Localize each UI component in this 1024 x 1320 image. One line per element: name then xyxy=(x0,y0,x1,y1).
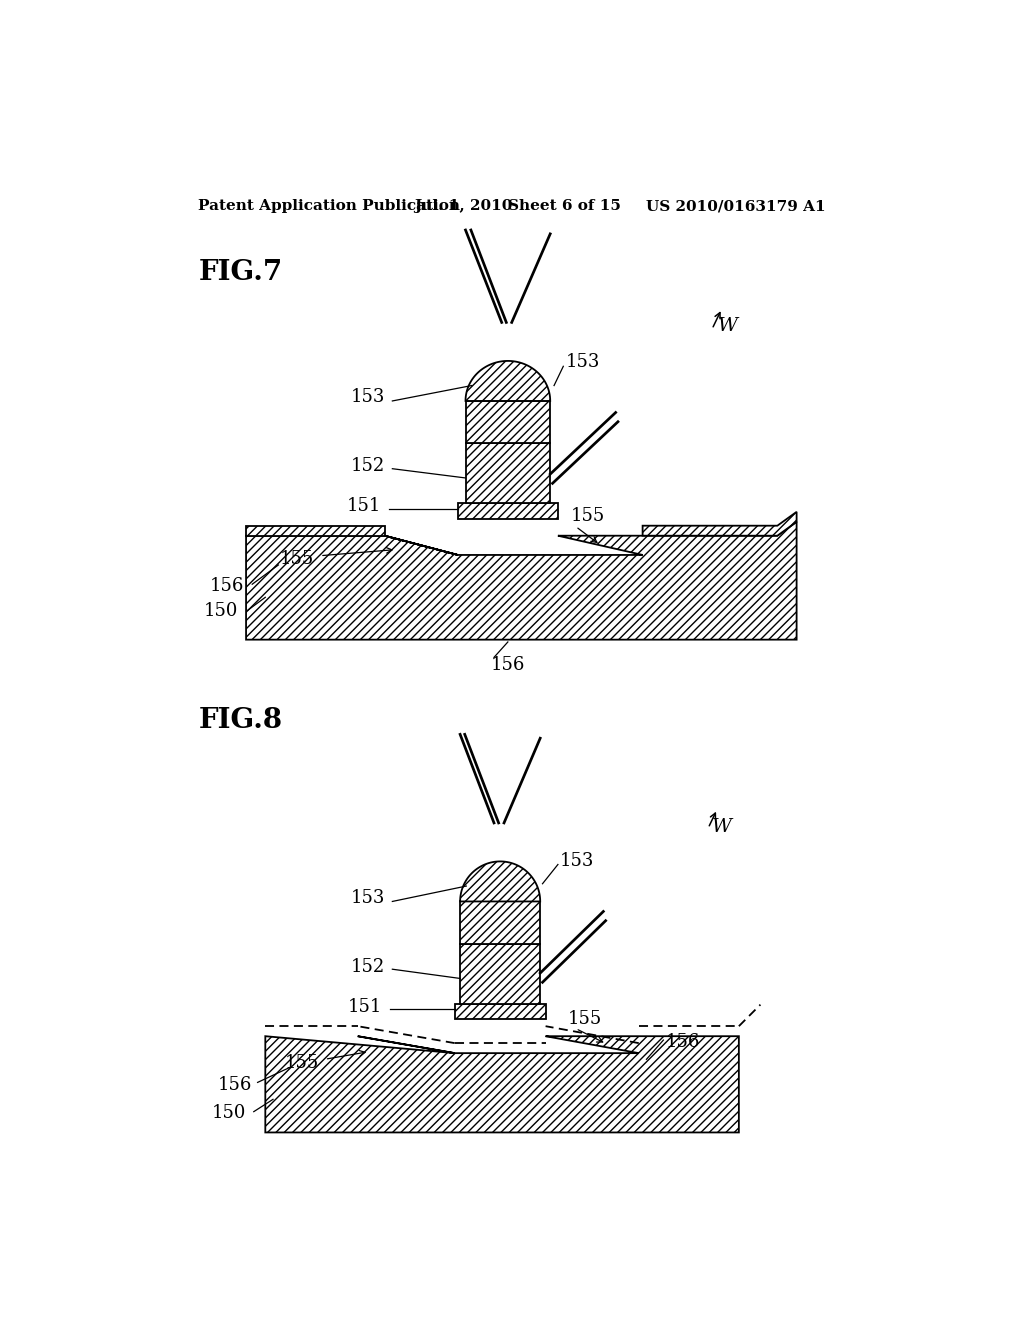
Polygon shape xyxy=(466,444,550,503)
Text: 156: 156 xyxy=(666,1034,700,1051)
Text: 153: 153 xyxy=(350,888,385,907)
Text: 152: 152 xyxy=(350,958,385,975)
Text: 153: 153 xyxy=(565,354,600,371)
Text: Patent Application Publication: Patent Application Publication xyxy=(199,199,461,213)
Text: W: W xyxy=(712,818,732,836)
Text: 156: 156 xyxy=(490,656,525,675)
Polygon shape xyxy=(265,1036,739,1133)
Polygon shape xyxy=(460,902,541,944)
Text: Jul. 1, 2010: Jul. 1, 2010 xyxy=(414,199,512,213)
Polygon shape xyxy=(460,862,541,902)
Polygon shape xyxy=(466,360,550,401)
Text: 153: 153 xyxy=(560,851,595,870)
Text: 151: 151 xyxy=(348,998,382,1016)
Polygon shape xyxy=(643,512,797,536)
Text: FIG.8: FIG.8 xyxy=(199,708,283,734)
Text: 155: 155 xyxy=(285,1055,319,1072)
Text: 152: 152 xyxy=(350,458,385,475)
Text: 151: 151 xyxy=(346,498,381,515)
Text: FIG.7: FIG.7 xyxy=(199,259,283,286)
Text: 150: 150 xyxy=(204,602,239,620)
Text: 156: 156 xyxy=(210,577,245,595)
Text: 150: 150 xyxy=(212,1105,246,1122)
Polygon shape xyxy=(246,525,385,536)
Polygon shape xyxy=(458,503,558,519)
Polygon shape xyxy=(455,1003,546,1019)
Text: Sheet 6 of 15: Sheet 6 of 15 xyxy=(508,199,621,213)
Polygon shape xyxy=(460,944,541,1003)
Text: 155: 155 xyxy=(568,1010,602,1028)
Text: US 2010/0163179 A1: US 2010/0163179 A1 xyxy=(646,199,826,213)
Text: 155: 155 xyxy=(571,507,605,525)
Text: W: W xyxy=(717,317,737,335)
Text: 155: 155 xyxy=(280,550,313,568)
Polygon shape xyxy=(466,401,550,444)
Polygon shape xyxy=(246,521,797,640)
Text: 153: 153 xyxy=(350,388,385,407)
Text: 156: 156 xyxy=(218,1076,252,1094)
